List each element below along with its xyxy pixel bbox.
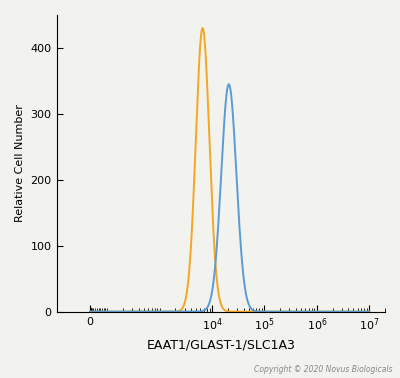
Y-axis label: Relative Cell Number: Relative Cell Number xyxy=(15,104,25,222)
X-axis label: EAAT1/GLAST-1/SLC1A3: EAAT1/GLAST-1/SLC1A3 xyxy=(146,339,295,352)
Text: Copyright © 2020 Novus Biologicals: Copyright © 2020 Novus Biologicals xyxy=(254,365,392,374)
